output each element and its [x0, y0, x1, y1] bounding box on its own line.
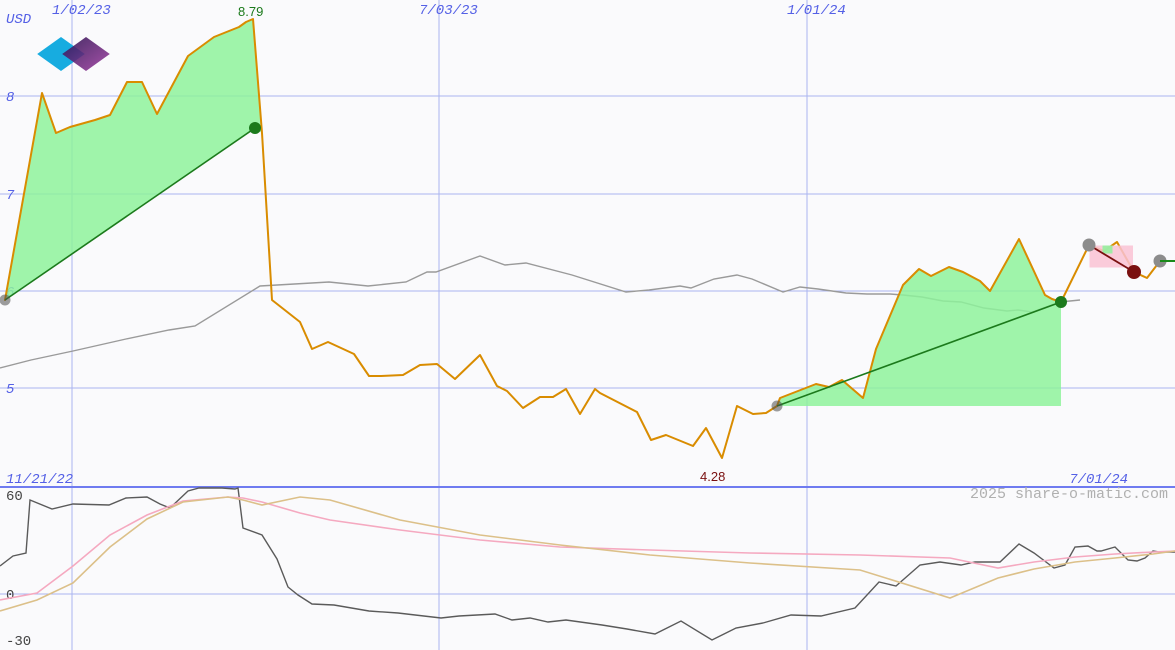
svg-text:2025 share-o-matic.com: 2025 share-o-matic.com	[970, 486, 1168, 503]
